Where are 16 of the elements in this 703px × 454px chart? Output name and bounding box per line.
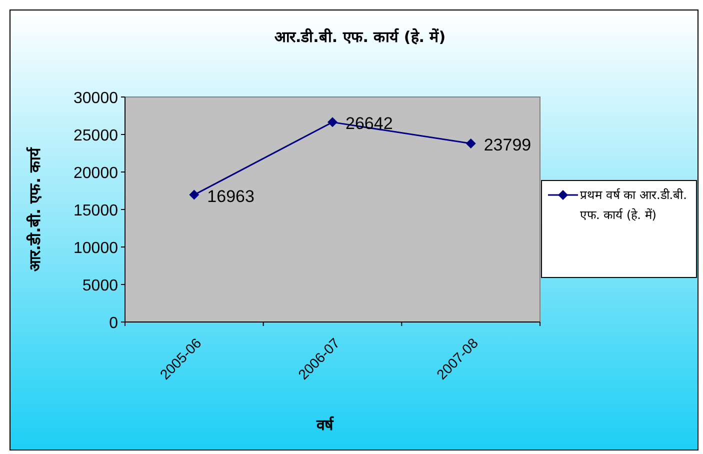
chart-title: आर.डी.बी. एफ. कार्य (हे. में): [274, 28, 446, 46]
y-tick-label: 25000: [74, 128, 118, 144]
y-tick-label: 30000: [74, 90, 118, 107]
data-label: 16963: [207, 186, 254, 206]
y-tick-label: 5000: [82, 278, 118, 294]
data-label: 23799: [484, 136, 532, 155]
x-axis-title: वर्ष: [316, 416, 334, 434]
y-tick-label: 20000: [74, 165, 118, 182]
legend-label: प्रथम वर्ष का आर.डी.बी. एफ. कार्य (हे. में): [580, 187, 688, 224]
y-tick-label: 0: [109, 315, 118, 332]
y-axis-title: आर.डी.बी. एफ. कार्य: [26, 146, 44, 272]
point: [328, 117, 338, 128]
point: [189, 190, 200, 200]
y-tick-label: 10000: [74, 240, 118, 257]
y-tick-label: 15000: [74, 202, 118, 220]
point: [466, 138, 476, 149]
